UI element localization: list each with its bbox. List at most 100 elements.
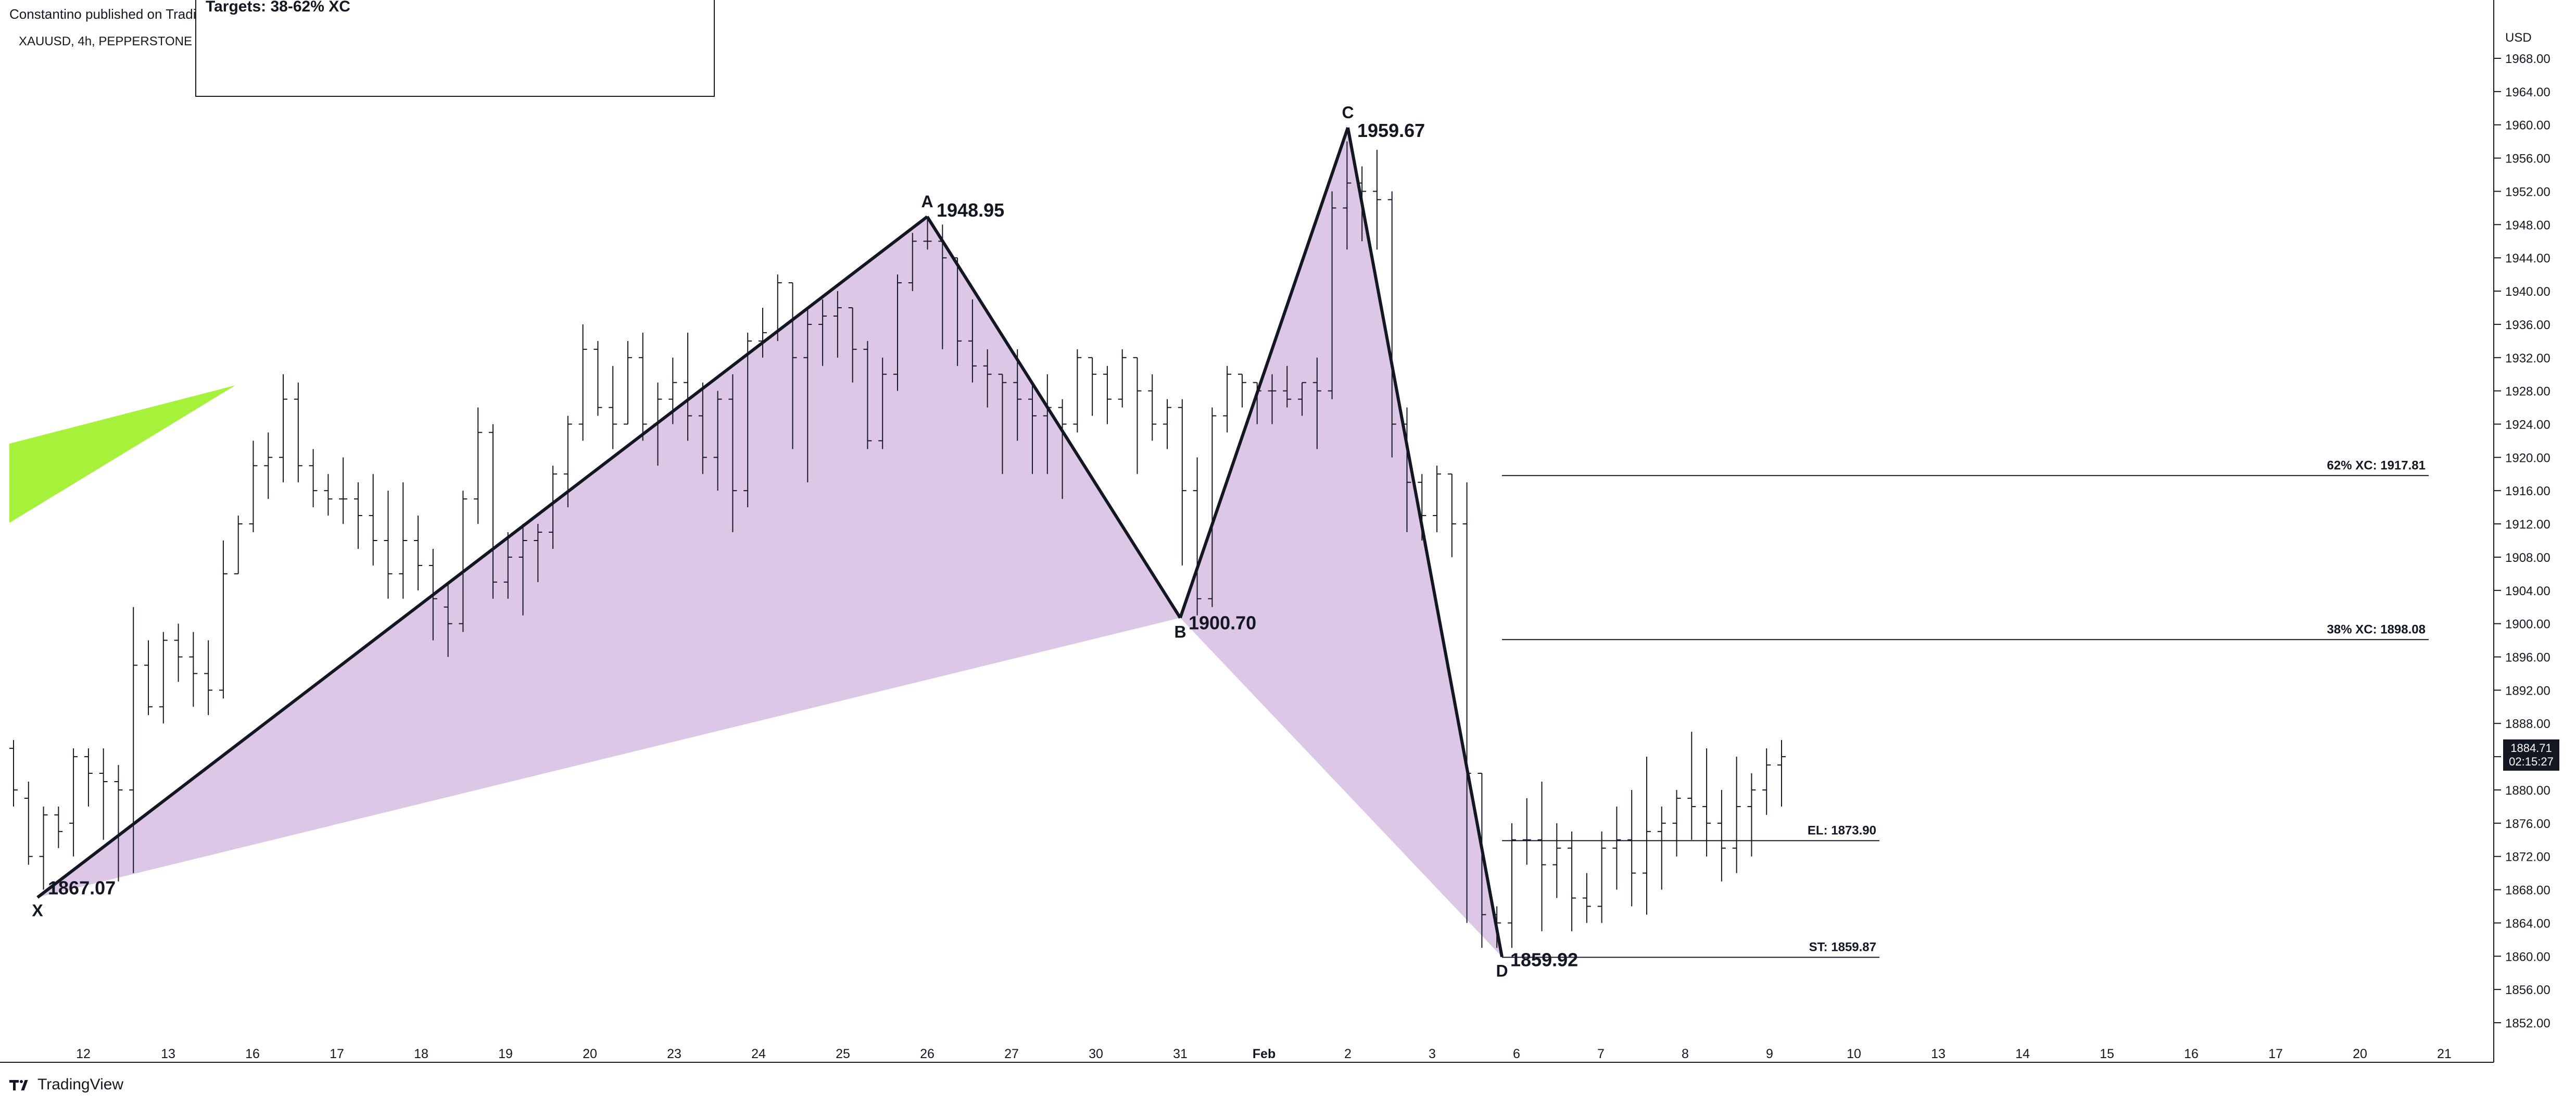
- y-tick-label: 1856.00: [2505, 983, 2550, 997]
- ohlc-bar: [1088, 357, 1097, 416]
- ohlc-bar: [1447, 473, 1456, 557]
- y-tick-label: 1968.00: [2505, 52, 2550, 66]
- point-c-price: 1959.67: [1357, 120, 1425, 141]
- x-tick-label: 12: [76, 1047, 91, 1061]
- ohlc-bar: [1612, 806, 1621, 890]
- x-tick-label: 23: [667, 1047, 681, 1061]
- y-tick-label: 1892.00: [2505, 684, 2550, 698]
- ohlc-bar: [159, 632, 168, 724]
- ohlc-bar: [1028, 382, 1037, 474]
- x-tick-label: 13: [1931, 1047, 1946, 1061]
- ohlc-bar: [219, 541, 228, 699]
- ohlc-bar: [369, 474, 377, 566]
- xab-triangle: [37, 217, 1180, 898]
- symbol-label[interactable]: XAUUSD, 4h, PEPPERSTONE: [19, 34, 192, 48]
- x-tick-label: 27: [1004, 1047, 1019, 1061]
- ohlc-bar: [279, 374, 288, 483]
- point-d-name: D: [1496, 962, 1508, 981]
- ohlc-bar: [1568, 831, 1576, 932]
- x-tick-label: 21: [2437, 1047, 2452, 1061]
- point-x-price: 1867.07: [48, 877, 116, 898]
- ohlc-bar: [1058, 399, 1067, 499]
- point-x-name: X: [32, 901, 43, 920]
- tradingview-logo-icon: [9, 1079, 32, 1090]
- ohlc-bar: [1238, 373, 1246, 408]
- ohlc-bar: [594, 341, 602, 416]
- ohlc-bar: [863, 341, 872, 449]
- ohlc-bar: [623, 341, 632, 425]
- y-tick-label: 1952.00: [2505, 185, 2550, 199]
- point-a-name: A: [921, 192, 933, 211]
- ohlc-bar: [1178, 399, 1186, 566]
- ohlc-bar: [1118, 349, 1127, 408]
- ohlc-bar: [1732, 757, 1741, 873]
- ohlc-bar: [983, 349, 992, 408]
- ohlc-bar: [444, 582, 452, 657]
- ohlc-bar: [24, 782, 33, 865]
- ohlc-bar: [1552, 823, 1561, 898]
- ohlc-bar: [1208, 407, 1217, 607]
- ohlc-bar: [1762, 748, 1771, 815]
- ohlc-bar: [1343, 141, 1352, 250]
- ohlc-bar: [189, 632, 198, 707]
- y-tick-label: 1868.00: [2505, 884, 2550, 898]
- x-tick-label: 6: [1513, 1047, 1520, 1061]
- ohlc-bar: [1702, 748, 1711, 857]
- ohlc-bar: [324, 474, 333, 516]
- x-tick-label: 20: [583, 1047, 597, 1061]
- ohlc-bar: [998, 373, 1007, 474]
- x-tick-label: 26: [920, 1047, 935, 1061]
- y-tick-label: 1956.00: [2505, 152, 2550, 166]
- ohlc-bar: [9, 740, 18, 807]
- ohlc-bar: [488, 424, 497, 599]
- x-tick-label: 18: [414, 1047, 428, 1061]
- point-a-price: 1948.95: [937, 199, 1004, 221]
- level-label: 62% XC: 1917.81: [2327, 458, 2426, 472]
- ohlc-bar: [174, 623, 183, 682]
- bcd-triangle: [1180, 127, 1502, 957]
- level-label: 38% XC: 1898.08: [2327, 622, 2426, 636]
- x-tick-label: 9: [1766, 1047, 1773, 1061]
- ohlc-bar: [549, 466, 558, 549]
- x-tick-label: 8: [1682, 1047, 1689, 1061]
- y-tick-label: 1948.00: [2505, 218, 2550, 232]
- point-b-name: B: [1174, 622, 1186, 641]
- ohlc-bar: [1148, 374, 1157, 441]
- x-tick-label: 16: [245, 1047, 260, 1061]
- tradingview-brand[interactable]: TradingView: [9, 1076, 123, 1094]
- y-tick-label: 1896.00: [2505, 651, 2550, 665]
- ohlc-bar: [684, 332, 692, 441]
- ohlc-bar: [1013, 349, 1022, 441]
- x-tick-label: 13: [161, 1047, 175, 1061]
- note-text: Targets: 38-62% XC: [206, 0, 350, 15]
- ohlc-bar: [609, 366, 617, 449]
- ohlc-bar: [1582, 873, 1591, 923]
- ohlc-bar: [1507, 823, 1516, 948]
- y-tick-label: 1880.00: [2505, 784, 2550, 798]
- ohlc-bar: [968, 299, 977, 383]
- ohlc-bar: [399, 482, 408, 599]
- ohlc-bar: [1433, 466, 1442, 533]
- x-tick-label: 17: [330, 1047, 344, 1061]
- y-tick-label: 1916.00: [2505, 484, 2550, 498]
- ohlc-bar: [1298, 382, 1307, 416]
- ohlc-bar: [728, 374, 737, 533]
- ohlc-bar: [1073, 349, 1082, 433]
- x-tick-label: 2: [1344, 1047, 1352, 1061]
- ohlc-bar: [1717, 789, 1726, 882]
- x-tick-label: 31: [1173, 1047, 1188, 1061]
- ohlc-bar: [294, 382, 302, 483]
- ohlc-bar: [1163, 399, 1172, 449]
- ohlc-bar: [578, 324, 587, 441]
- x-tick-label: 24: [751, 1047, 766, 1061]
- ohlc-bar: [1642, 757, 1651, 915]
- ohlc-bar: [204, 640, 213, 715]
- ohlc-bar: [878, 357, 887, 449]
- brand-label: TradingView: [37, 1076, 124, 1093]
- ohlc-bar: [384, 491, 393, 599]
- ohlc-bar: [1103, 366, 1112, 424]
- ohlc-bar: [503, 532, 512, 599]
- text-note[interactable]: Targets: 38-62% XC: [195, 0, 715, 97]
- currency-label: USD: [2505, 31, 2532, 45]
